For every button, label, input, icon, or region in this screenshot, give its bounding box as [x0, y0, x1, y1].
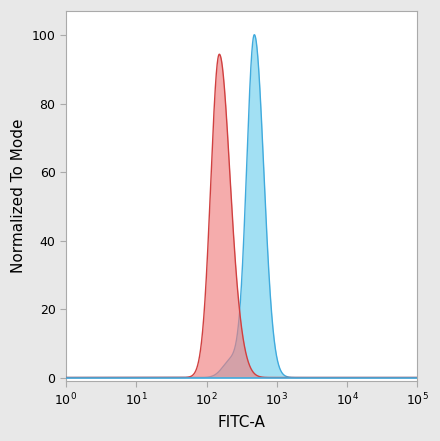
X-axis label: FITC-A: FITC-A: [218, 415, 266, 430]
Y-axis label: Normalized To Mode: Normalized To Mode: [11, 119, 26, 273]
